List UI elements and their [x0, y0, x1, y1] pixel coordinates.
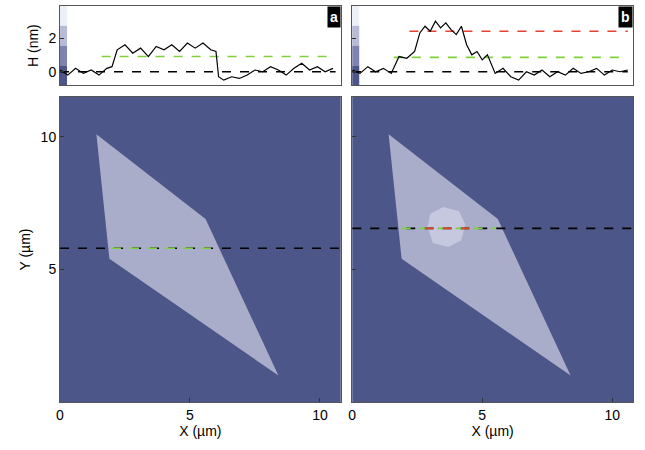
- svg-text:X (µm): X (µm): [179, 423, 221, 439]
- svg-text:H (nm): H (nm): [25, 24, 41, 67]
- svg-text:a: a: [330, 9, 338, 25]
- svg-text:5: 5: [48, 261, 56, 277]
- svg-text:2: 2: [48, 30, 56, 46]
- svg-text:b: b: [621, 9, 630, 25]
- svg-text:5: 5: [478, 407, 486, 423]
- svg-text:5: 5: [186, 407, 194, 423]
- svg-text:10: 10: [312, 407, 328, 423]
- svg-text:0: 0: [56, 407, 64, 423]
- svg-text:Y (µm): Y (µm): [17, 229, 33, 271]
- svg-text:0: 0: [348, 407, 356, 423]
- svg-text:10: 10: [41, 129, 57, 145]
- svg-text:X (µm): X (µm): [471, 423, 513, 439]
- svg-text:10: 10: [604, 407, 620, 423]
- svg-text:0: 0: [48, 64, 56, 80]
